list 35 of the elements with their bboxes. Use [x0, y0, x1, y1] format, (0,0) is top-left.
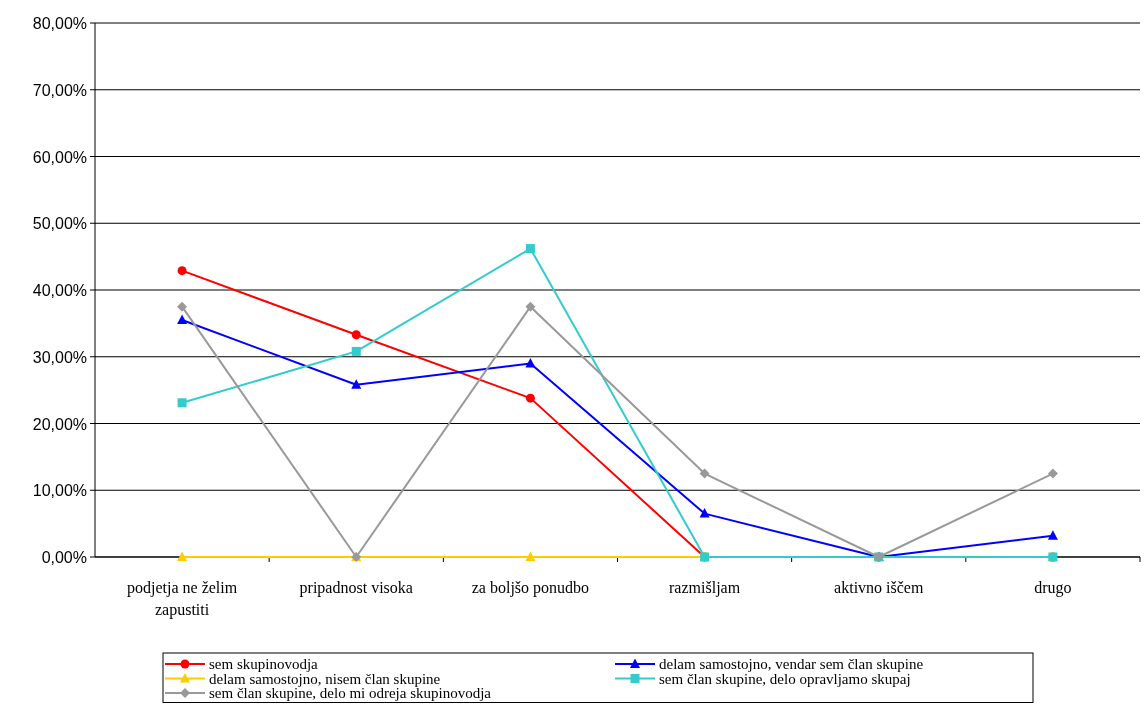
point: [177, 266, 187, 276]
legend-label: delam samostojno, vendar sem član skupine: [659, 656, 924, 672]
legend-label: sem skupinovodja: [209, 656, 319, 672]
y-tick-label: 70,00%: [32, 81, 87, 99]
point: [1047, 468, 1058, 479]
y-tick-label: 60,00%: [32, 148, 87, 166]
y-tick-label: 0,00%: [41, 549, 87, 566]
point: [525, 393, 535, 403]
point: [1047, 530, 1058, 540]
point: [525, 551, 536, 561]
x-tick-label: drugo: [1034, 579, 1072, 597]
point: [699, 508, 710, 518]
y-tick-label: 40,00%: [32, 282, 87, 299]
point: [351, 330, 361, 340]
x-tick-label: podjetja ne želim zapustiti: [126, 579, 238, 619]
point: [525, 301, 536, 312]
point: [177, 398, 187, 408]
y-tick-label: 80,00%: [32, 15, 87, 32]
x-tick-label: razmišljam: [669, 579, 741, 597]
point: [699, 468, 710, 479]
legend-label: sem član skupine, delo mi odreja skupinovodja: [209, 685, 492, 701]
point: [351, 346, 361, 356]
point: [525, 244, 535, 254]
point: [177, 301, 188, 312]
y-tick-label: 10,00%: [32, 482, 87, 500]
x-tick-label: pripadnost visoka: [299, 579, 413, 597]
x-tick-label: za boljšo ponudbo: [471, 579, 590, 597]
y-tick-label: 30,00%: [32, 348, 87, 366]
y-tick-label: 20,00%: [32, 415, 87, 433]
point: [525, 357, 536, 368]
y-tick-label: 50,00%: [32, 215, 87, 233]
point: [177, 314, 188, 325]
point: [351, 379, 362, 389]
point: [177, 551, 188, 561]
x-tick-label: aktivno iščem: [834, 579, 924, 596]
